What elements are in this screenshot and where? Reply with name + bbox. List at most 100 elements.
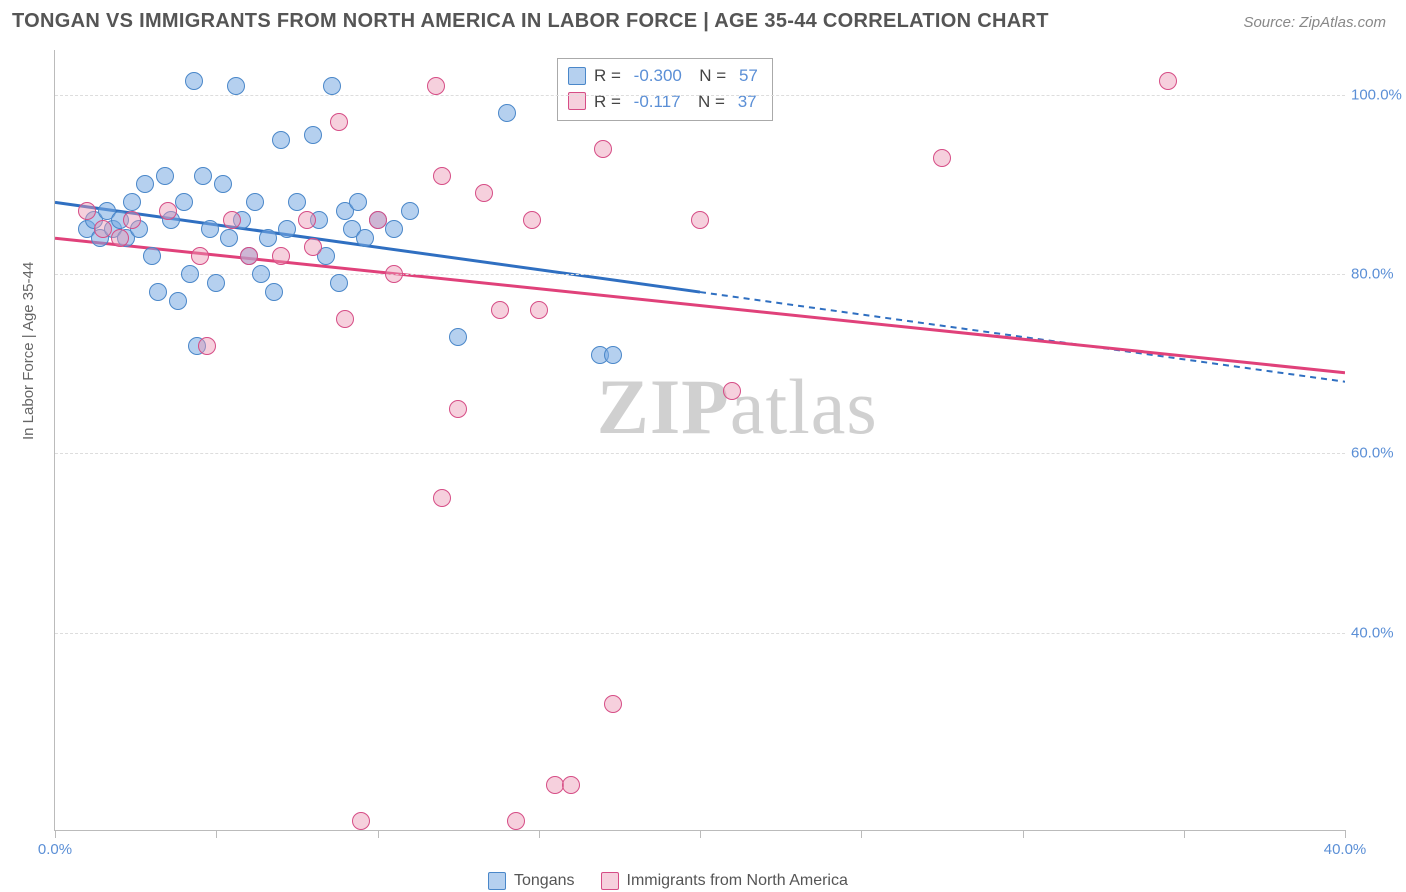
scatter-point-tongans	[401, 202, 419, 220]
stat-n-value: 57	[739, 63, 758, 89]
series-swatch	[568, 67, 586, 85]
scatter-point-tongans	[181, 265, 199, 283]
scatter-point-immigrants	[304, 238, 322, 256]
x-tick	[1023, 830, 1024, 838]
legend-swatch	[488, 872, 506, 890]
legend-item: Tongans	[488, 872, 575, 890]
scatter-point-tongans	[259, 229, 277, 247]
stats-row: R = -0.300 N = 57	[568, 63, 758, 89]
legend-label: Tongans	[514, 872, 575, 890]
stat-n-label: N =	[690, 63, 731, 89]
scatter-point-tongans	[227, 77, 245, 95]
y-tick-label: 80.0%	[1351, 266, 1401, 283]
x-tick-label: 0.0%	[38, 841, 72, 858]
scatter-point-tongans	[149, 283, 167, 301]
scatter-point-immigrants	[191, 247, 209, 265]
scatter-point-immigrants	[433, 489, 451, 507]
stat-r-label: R =	[594, 89, 626, 115]
scatter-point-immigrants	[298, 211, 316, 229]
stat-r-label: R =	[594, 63, 626, 89]
scatter-point-immigrants	[530, 301, 548, 319]
scatter-point-immigrants	[604, 695, 622, 713]
scatter-point-tongans	[265, 283, 283, 301]
scatter-point-tongans	[272, 131, 290, 149]
y-axis-label: In Labor Force | Age 35-44	[20, 262, 37, 440]
scatter-point-tongans	[185, 72, 203, 90]
trend-lines	[55, 50, 1345, 830]
scatter-point-tongans	[123, 193, 141, 211]
scatter-point-tongans	[349, 193, 367, 211]
x-tick-label: 40.0%	[1324, 841, 1367, 858]
scatter-point-tongans	[304, 126, 322, 144]
x-tick	[216, 830, 217, 838]
x-tick	[539, 830, 540, 838]
scatter-point-tongans	[156, 167, 174, 185]
scatter-point-immigrants	[449, 400, 467, 418]
scatter-point-tongans	[207, 274, 225, 292]
scatter-point-tongans	[288, 193, 306, 211]
legend-item: Immigrants from North America	[601, 872, 848, 890]
scatter-point-tongans	[175, 193, 193, 211]
scatter-point-immigrants	[330, 113, 348, 131]
chart-container: In Labor Force | Age 35-44 ZIPatlas R = …	[48, 50, 1388, 860]
y-tick-label: 100.0%	[1351, 86, 1401, 103]
x-tick	[378, 830, 379, 838]
scatter-point-tongans	[169, 292, 187, 310]
gridline	[55, 274, 1345, 275]
legend-swatch	[601, 872, 619, 890]
scatter-point-immigrants	[240, 247, 258, 265]
y-tick-label: 40.0%	[1351, 624, 1401, 641]
scatter-point-tongans	[278, 220, 296, 238]
scatter-point-tongans	[449, 328, 467, 346]
legend-bottom: Tongans Immigrants from North America	[488, 872, 848, 890]
scatter-point-immigrants	[272, 247, 290, 265]
scatter-point-immigrants	[111, 229, 129, 247]
scatter-point-tongans	[214, 175, 232, 193]
scatter-point-immigrants	[562, 776, 580, 794]
source-attribution: Source: ZipAtlas.com	[1243, 14, 1386, 31]
scatter-point-immigrants	[523, 211, 541, 229]
scatter-point-immigrants	[433, 167, 451, 185]
scatter-point-immigrants	[385, 265, 403, 283]
scatter-point-immigrants	[198, 337, 216, 355]
scatter-point-immigrants	[352, 812, 370, 830]
scatter-point-immigrants	[223, 211, 241, 229]
scatter-point-immigrants	[691, 211, 709, 229]
scatter-point-immigrants	[159, 202, 177, 220]
scatter-point-tongans	[194, 167, 212, 185]
scatter-point-immigrants	[723, 382, 741, 400]
gridline	[55, 95, 1345, 96]
x-tick	[1345, 830, 1346, 838]
y-tick-label: 60.0%	[1351, 445, 1401, 462]
x-tick	[1184, 830, 1185, 838]
plot-area: ZIPatlas R = -0.300 N = 57R = -0.117 N =…	[54, 50, 1345, 831]
scatter-point-tongans	[330, 274, 348, 292]
chart-title: TONGAN VS IMMIGRANTS FROM NORTH AMERICA …	[12, 10, 1049, 33]
scatter-point-tongans	[323, 77, 341, 95]
x-tick	[861, 830, 862, 838]
legend-label: Immigrants from North America	[627, 872, 848, 890]
scatter-point-tongans	[220, 229, 238, 247]
x-tick	[55, 830, 56, 838]
stat-n-label: N =	[689, 89, 730, 115]
stats-row: R = -0.117 N = 37	[568, 89, 758, 115]
scatter-point-immigrants	[78, 202, 96, 220]
scatter-point-immigrants	[336, 310, 354, 328]
watermark: ZIPatlas	[597, 362, 878, 452]
scatter-point-immigrants	[427, 77, 445, 95]
scatter-point-immigrants	[369, 211, 387, 229]
scatter-point-immigrants	[491, 301, 509, 319]
stat-r-value: -0.300	[634, 63, 682, 89]
scatter-point-tongans	[604, 346, 622, 364]
scatter-point-tongans	[385, 220, 403, 238]
scatter-point-immigrants	[507, 812, 525, 830]
scatter-point-tongans	[201, 220, 219, 238]
x-tick	[700, 830, 701, 838]
stat-n-value: 37	[738, 89, 757, 115]
scatter-point-tongans	[356, 229, 374, 247]
scatter-point-tongans	[136, 175, 154, 193]
stat-r-value: -0.117	[634, 89, 681, 115]
scatter-point-tongans	[143, 247, 161, 265]
gridline	[55, 633, 1345, 634]
scatter-point-tongans	[252, 265, 270, 283]
